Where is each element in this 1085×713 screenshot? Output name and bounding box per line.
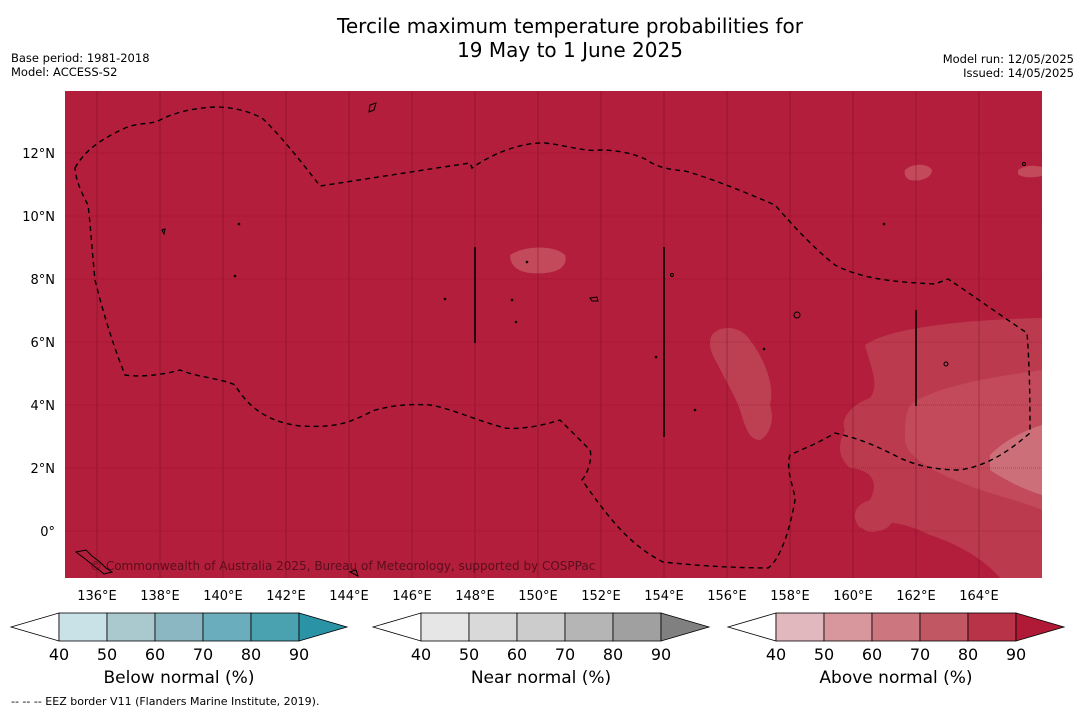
lon-label: 164°E bbox=[959, 589, 999, 604]
boundary-lines bbox=[474, 247, 917, 437]
model-run: Model run: 12/05/2025 bbox=[942, 52, 1074, 66]
lat-label: 4°N bbox=[31, 399, 56, 414]
colorbar-tick-label: 60 bbox=[507, 645, 527, 664]
colorbar-segment bbox=[823, 612, 873, 642]
colorbar-2: 40 50 60 70 80 90 bbox=[726, 612, 1066, 664]
lat-label: 0° bbox=[40, 525, 55, 540]
colorbar-tick-label: 50 bbox=[459, 645, 479, 664]
lon-label: 152°E bbox=[581, 589, 621, 604]
islands bbox=[74, 102, 1026, 577]
map-gridlines-vertical bbox=[96, 91, 980, 578]
colorbar-0: 40 50 60 70 80 90 bbox=[9, 612, 349, 664]
colorbar-segment bbox=[564, 612, 614, 642]
colorbar-segment bbox=[250, 612, 300, 642]
lon-label: 150°E bbox=[518, 589, 558, 604]
lon-label: 160°E bbox=[833, 589, 873, 604]
colorbar-extend-high bbox=[1015, 612, 1066, 642]
colorbar-segment bbox=[202, 612, 252, 642]
lon-label: 144°E bbox=[329, 589, 369, 604]
colorbar-tick-label: 90 bbox=[651, 645, 671, 664]
colorbar-segment bbox=[775, 612, 825, 642]
map-region-patch-a bbox=[710, 328, 772, 440]
colorbar-extend-low bbox=[726, 612, 777, 642]
lon-label: 142°E bbox=[266, 589, 306, 604]
run-info: Model run: 12/05/2025 Issued: 14/05/2025 bbox=[943, 52, 1074, 80]
lon-label: 148°E bbox=[455, 589, 495, 604]
colorbar-tick-label: 80 bbox=[958, 645, 978, 664]
colorbar-tick-label: 70 bbox=[193, 645, 213, 664]
colorbar-tick-label: 50 bbox=[97, 645, 117, 664]
colorbar-tick-label: 60 bbox=[862, 645, 882, 664]
colorbar-tick-label: 60 bbox=[145, 645, 165, 664]
below-normal-title: Below normal (%) bbox=[103, 668, 255, 688]
lon-label: 136°E bbox=[77, 589, 117, 604]
copyright-text: © Commonwealth of Australia 2025, Bureau… bbox=[90, 559, 595, 573]
eez-border bbox=[74, 106, 1031, 569]
colorbar-tick-label: 40 bbox=[766, 645, 786, 664]
map-region-lightest bbox=[990, 425, 1042, 495]
colorbar-extend-high bbox=[660, 612, 711, 642]
colorbar-tick-label: 40 bbox=[49, 645, 69, 664]
title-line-1: Tercile maximum temperature probabilitie… bbox=[337, 14, 803, 38]
lon-label: 146°E bbox=[392, 589, 432, 604]
colorbar-extend-low bbox=[9, 612, 60, 642]
colorbar-extend-high bbox=[298, 612, 349, 642]
colorbar-tick-label: 90 bbox=[289, 645, 309, 664]
issued-date: Issued: 14/05/2025 bbox=[963, 66, 1074, 80]
colorbar-tick-label: 80 bbox=[603, 645, 623, 664]
colorbar-segment bbox=[871, 612, 921, 642]
map-region-patch-d bbox=[1018, 165, 1042, 178]
colorbar-tick-label: 90 bbox=[1006, 645, 1026, 664]
lat-label: 12°N bbox=[22, 147, 55, 162]
colorbar-segment bbox=[58, 612, 108, 642]
lon-label: 158°E bbox=[770, 589, 810, 604]
lat-label: 2°N bbox=[31, 462, 56, 477]
map-title: Tercile maximum temperature probabilitie… bbox=[0, 14, 1085, 62]
colorbar-1: 40 50 60 70 80 90 bbox=[371, 612, 711, 664]
title-line-2: 19 May to 1 June 2025 bbox=[457, 38, 683, 62]
lon-label: 154°E bbox=[644, 589, 684, 604]
lon-label: 162°E bbox=[896, 589, 936, 604]
colorbar-segment bbox=[106, 612, 156, 642]
colorbar-tick-label: 40 bbox=[411, 645, 431, 664]
colorbar-tick-label: 50 bbox=[814, 645, 834, 664]
map-region-patch-e bbox=[857, 507, 893, 532]
colorbar-segment bbox=[967, 612, 1017, 642]
map-region-patch-c bbox=[904, 164, 932, 181]
lat-label: 6°N bbox=[31, 336, 56, 351]
colorbar-segment bbox=[420, 612, 470, 642]
base-period: Base period: 1981-2018 bbox=[11, 51, 150, 65]
colorbar-tick-label: 70 bbox=[910, 645, 930, 664]
colorbar-segment bbox=[919, 612, 969, 642]
eez-footnote: -- -- -- EEZ border V11 (Flanders Marine… bbox=[11, 695, 320, 708]
lat-label: 10°N bbox=[22, 210, 55, 225]
colorbar-segment bbox=[516, 612, 566, 642]
colorbars: 40 50 60 70 80 90 40 50 60 70 80 90 40 50 60 70 80 90 bbox=[9, 612, 1066, 664]
colorbar-extend-low bbox=[371, 612, 422, 642]
lon-label: 140°E bbox=[203, 589, 243, 604]
lon-label: 138°E bbox=[140, 589, 180, 604]
colorbar-segment bbox=[468, 612, 518, 642]
colorbar-tick-label: 80 bbox=[241, 645, 261, 664]
model-name: Model: ACCESS-S2 bbox=[11, 65, 118, 79]
lon-label: 156°E bbox=[707, 589, 747, 604]
colorbar-segment bbox=[154, 612, 204, 642]
colorbar-segment bbox=[612, 612, 662, 642]
near-normal-title: Near normal (%) bbox=[470, 668, 612, 688]
base-info: Base period: 1981-2018 Model: ACCESS-S2 bbox=[11, 51, 150, 79]
colorbar-tick-label: 70 bbox=[555, 645, 575, 664]
above-normal-title: Above normal (%) bbox=[819, 668, 973, 688]
lat-label: 8°N bbox=[31, 273, 56, 288]
